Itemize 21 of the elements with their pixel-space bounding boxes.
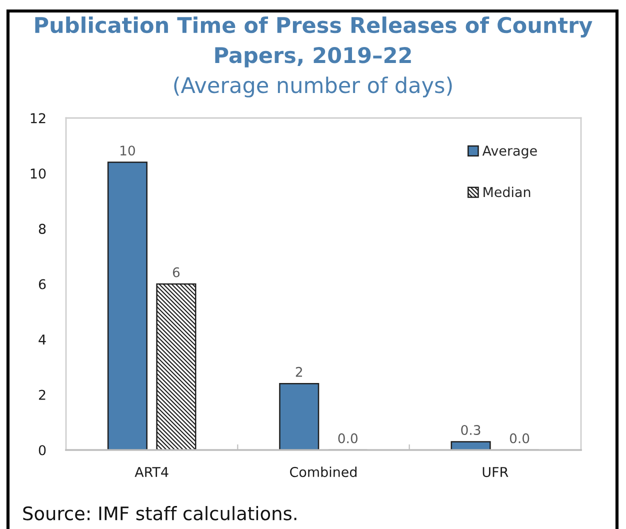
legend-label: Median	[484, 186, 530, 198]
y-tick-label: 2	[38, 390, 46, 400]
data-label: 6	[172, 267, 180, 278]
x-tick-label: ART4	[134, 467, 168, 477]
data-label: 0.0	[338, 433, 358, 444]
legend-label: Average	[482, 146, 537, 158]
y-tick-label: 6	[38, 279, 46, 290]
data-label: 0.3	[461, 424, 480, 435]
y-tick-label: 0	[38, 445, 46, 456]
x-tick-label: UFR	[482, 467, 508, 478]
chart-subtitle: (Average number of days)	[174, 76, 452, 98]
data-label: 2	[296, 366, 302, 377]
data-label: 10	[120, 146, 135, 156]
source-note: Source: IMF staff calculations.	[23, 506, 296, 520]
y-tick-label: 4	[38, 334, 46, 344]
chart-title: Publication Time of Press Releases of Country Papers, 2019–22	[35, 16, 592, 68]
y-tick-label: 12	[30, 113, 46, 124]
y-tick-label: 8	[38, 224, 46, 234]
x-tick-label: Combined	[290, 466, 356, 478]
y-tick-label: 10	[30, 168, 46, 179]
data-label: 0.0	[510, 433, 530, 444]
